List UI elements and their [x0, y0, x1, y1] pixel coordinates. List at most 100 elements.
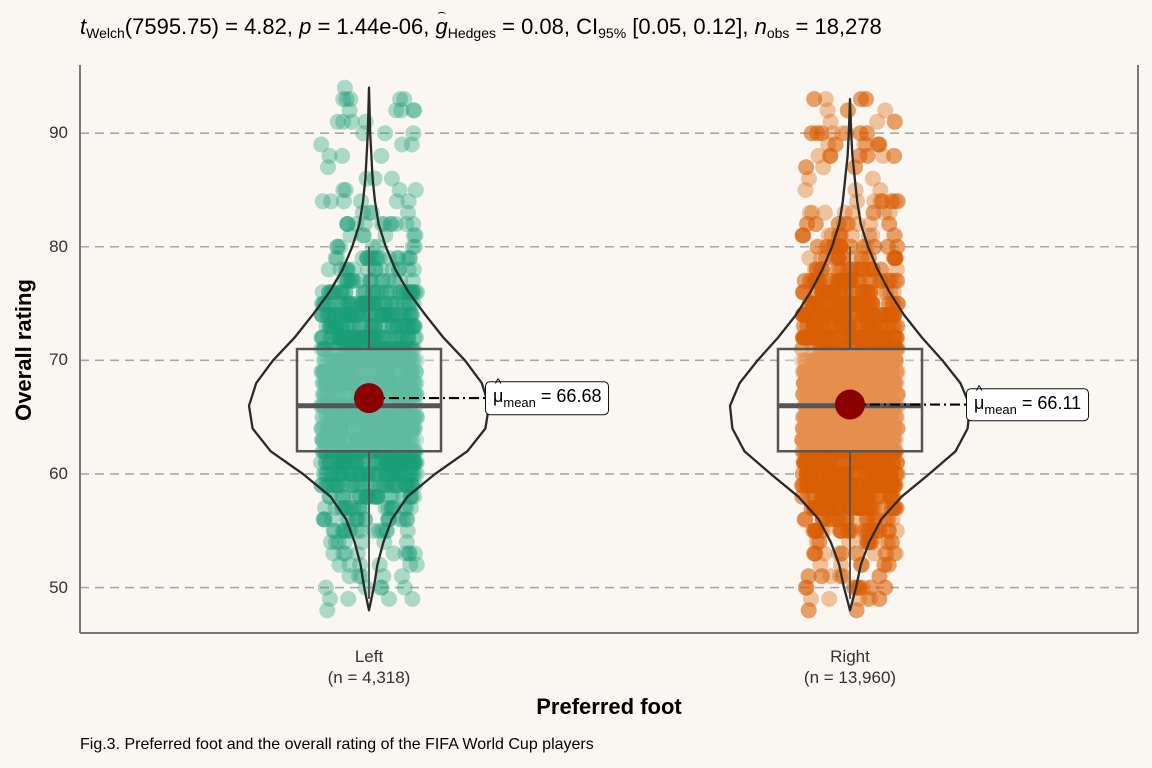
data-point	[333, 420, 350, 437]
data-point	[351, 306, 368, 323]
data-point	[321, 431, 338, 448]
data-point	[346, 318, 363, 335]
data-point	[331, 409, 348, 426]
data-point	[314, 431, 331, 448]
data-point	[372, 306, 389, 323]
data-point	[361, 352, 378, 369]
data-point	[342, 295, 359, 312]
data-point	[399, 318, 416, 335]
data-point	[399, 318, 416, 335]
stat-g-symbol: g	[435, 12, 448, 39]
data-point	[831, 272, 848, 289]
data-point	[321, 375, 338, 392]
data-point	[354, 329, 371, 346]
data-point	[401, 477, 418, 494]
data-point	[404, 590, 421, 607]
data-point	[337, 284, 354, 301]
data-point	[373, 409, 390, 426]
data-point	[871, 590, 888, 607]
data-point	[369, 454, 385, 471]
data-point	[328, 431, 345, 448]
data-point	[324, 511, 341, 528]
data-point	[327, 431, 344, 448]
data-point	[324, 386, 341, 403]
data-point	[343, 454, 360, 471]
x-tick-label-left: Left (n = 4,318)	[328, 646, 411, 688]
data-point	[349, 466, 366, 482]
data-point	[377, 284, 394, 301]
data-point	[396, 363, 413, 380]
data-point	[328, 420, 345, 437]
data-point	[393, 454, 410, 471]
data-point	[341, 306, 358, 323]
data-point	[363, 431, 380, 448]
data-point	[353, 193, 369, 210]
data-point	[328, 318, 345, 335]
data-point	[322, 363, 339, 380]
data-point	[839, 102, 856, 119]
data-point	[389, 420, 406, 437]
data-point	[400, 545, 417, 562]
data-point	[343, 352, 360, 369]
data-point	[342, 295, 359, 312]
data-point	[394, 568, 410, 585]
data-point	[881, 216, 898, 232]
data-point	[370, 420, 387, 437]
data-point	[401, 250, 418, 267]
data-point	[406, 409, 423, 426]
data-point	[321, 409, 338, 426]
data-point	[345, 477, 362, 494]
data-point	[337, 545, 354, 562]
mean-point	[354, 383, 384, 414]
data-point	[313, 420, 330, 437]
data-point	[332, 431, 349, 448]
data-point	[357, 113, 374, 130]
data-point	[338, 329, 355, 346]
data-point	[370, 409, 387, 426]
data-point	[393, 329, 409, 346]
data-point	[367, 318, 384, 335]
data-point	[387, 431, 404, 448]
data-point	[373, 409, 389, 426]
data-point	[403, 136, 420, 153]
data-point	[340, 363, 357, 380]
data-point	[396, 454, 413, 471]
data-point	[406, 545, 423, 562]
data-point	[367, 329, 384, 346]
data-point	[374, 329, 391, 346]
data-point	[355, 329, 372, 346]
data-point	[328, 329, 345, 346]
data-point	[391, 352, 408, 369]
data-point	[339, 386, 356, 403]
data-point	[405, 125, 422, 142]
data-point	[320, 431, 337, 448]
data-point	[324, 409, 341, 426]
data-point	[334, 409, 351, 426]
data-point	[352, 329, 369, 346]
data-point	[338, 363, 355, 380]
data-point	[319, 409, 335, 426]
data-point	[370, 363, 386, 380]
data-point	[364, 352, 381, 369]
data-point	[404, 272, 421, 289]
data-point	[339, 295, 356, 312]
data-point	[380, 352, 397, 369]
data-point	[393, 420, 410, 437]
data-point	[375, 329, 391, 346]
data-point	[408, 556, 425, 573]
data-point	[815, 306, 832, 323]
data-point	[333, 329, 350, 346]
data-point	[334, 454, 351, 471]
data-point	[396, 579, 413, 596]
data-point	[344, 352, 361, 369]
data-point	[320, 375, 337, 392]
data-point	[362, 306, 379, 323]
data-point	[394, 431, 411, 448]
data-point	[404, 420, 421, 437]
data-point	[400, 352, 417, 369]
data-point	[813, 125, 830, 142]
data-point	[397, 454, 414, 471]
stat-n-subscript: obs	[766, 25, 790, 41]
data-point	[377, 431, 394, 448]
